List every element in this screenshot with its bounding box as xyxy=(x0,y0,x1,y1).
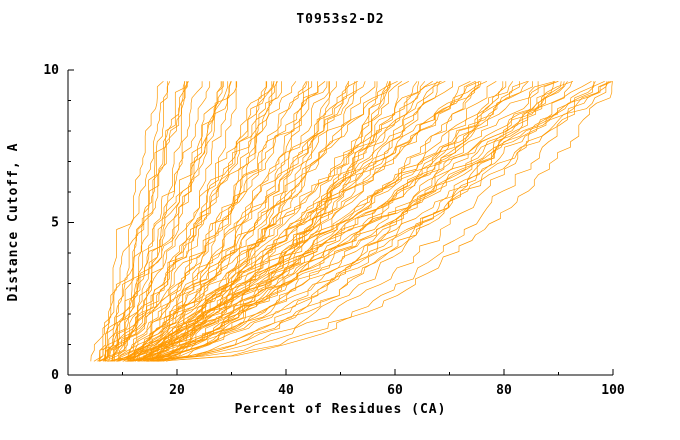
svg-text:60: 60 xyxy=(387,383,403,398)
svg-text:80: 80 xyxy=(496,383,512,398)
axes xyxy=(67,69,614,376)
svg-text:20: 20 xyxy=(169,383,185,398)
chart-title: T0953s2-D2 xyxy=(296,12,385,27)
svg-text:10: 10 xyxy=(43,63,59,78)
x-axis-label: Percent of Residues (CA) xyxy=(234,402,447,417)
svg-text:5: 5 xyxy=(51,216,59,231)
model-curves xyxy=(90,80,613,362)
svg-text:0: 0 xyxy=(64,383,72,398)
svg-text:0: 0 xyxy=(51,368,59,383)
tick-labels: 0 20 40 60 80 100 0 5 10 xyxy=(43,63,625,398)
svg-text:40: 40 xyxy=(278,383,294,398)
svg-text:100: 100 xyxy=(601,383,625,398)
